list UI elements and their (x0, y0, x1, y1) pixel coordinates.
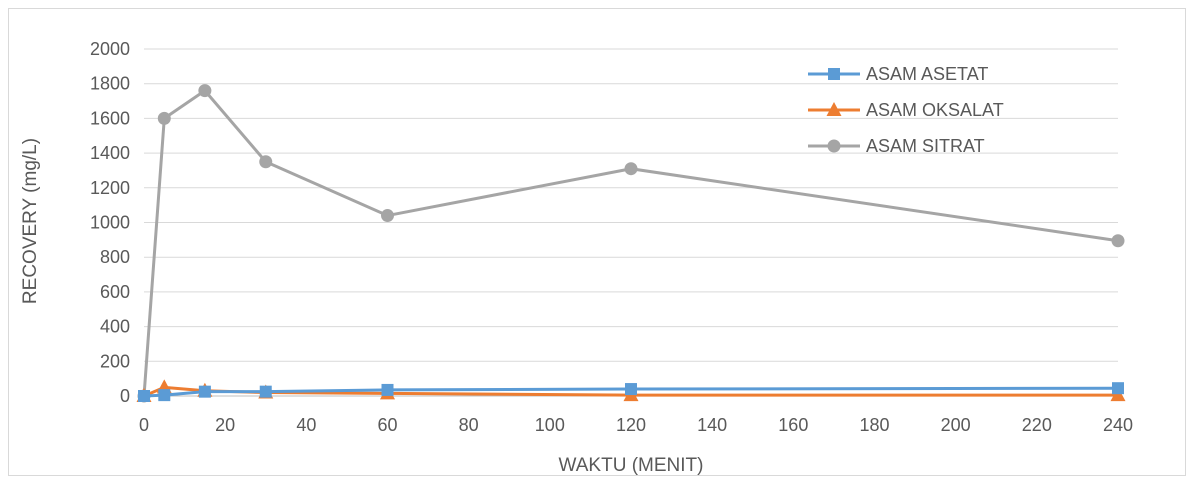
data-point-asam-asetat (198, 385, 211, 398)
data-point-asam-asetat (381, 383, 394, 396)
x-tick-label: 160 (778, 415, 808, 435)
y-tick-label: 1000 (90, 213, 130, 233)
legend-label-asam-sitrat: ASAM SITRAT (866, 136, 985, 156)
data-point-asam-asetat (138, 390, 150, 402)
data-point-asam-sitrat (1111, 234, 1125, 248)
data-point-asam-sitrat (198, 84, 212, 98)
y-tick-label: 1800 (90, 74, 130, 94)
x-tick-label: 200 (941, 415, 971, 435)
x-tick-label: 180 (859, 415, 889, 435)
data-point-asam-sitrat (624, 162, 638, 176)
x-tick-label: 20 (215, 415, 235, 435)
legend: ASAM ASETAT ASAM OKSALAT ASAM SITRAT (808, 64, 1004, 156)
legend-marker-asam-sitrat (827, 139, 841, 153)
series-layer (136, 84, 1126, 403)
tick-labels: 0 200 400 600 800 1000 1200 1400 1600 1800 2000 0 20… (90, 39, 1133, 435)
y-axis-title: RECOVERY (mg/L) (20, 138, 41, 304)
y-tick-label: 1200 (90, 178, 130, 198)
y-tick-label: 1600 (90, 108, 130, 128)
data-point-asam-asetat (625, 383, 637, 396)
legend-marker-asam-asetat (828, 68, 840, 80)
legend-label-asam-oksalat: ASAM OKSALAT (866, 100, 1004, 120)
x-tick-label: 240 (1103, 415, 1133, 435)
legend-marker-asam-oksalat (826, 102, 842, 116)
data-point-asam-asetat (259, 385, 272, 398)
data-point-asam-asetat (158, 389, 171, 402)
x-axis-title: WAKTU (MENIT) (559, 455, 704, 476)
series-asam-asetat (138, 382, 1124, 402)
legend-item-asam-oksalat: ASAM OKSALAT (808, 100, 1004, 120)
x-tick-label: 140 (697, 415, 727, 435)
legend-item-asam-sitrat: ASAM SITRAT (808, 136, 985, 156)
series-asam-sitrat (137, 84, 1125, 403)
y-tick-label: 1400 (90, 143, 130, 163)
legend-label-asam-asetat: ASAM ASETAT (866, 64, 988, 84)
y-tick-label: 0 (120, 386, 130, 406)
legend-item-asam-asetat: ASAM ASETAT (808, 64, 988, 84)
data-point-asam-asetat (1112, 382, 1124, 395)
y-tick-label: 600 (100, 282, 130, 302)
x-tick-label: 0 (139, 415, 149, 435)
y-tick-label: 2000 (90, 39, 130, 59)
x-tick-label: 80 (459, 415, 479, 435)
x-tick-label: 60 (377, 415, 397, 435)
y-tick-label: 400 (100, 317, 130, 337)
x-tick-label: 40 (296, 415, 316, 435)
y-tick-label: 200 (100, 351, 130, 371)
x-tick-label: 220 (1022, 415, 1052, 435)
data-point-asam-sitrat (259, 155, 273, 169)
data-point-asam-sitrat (381, 209, 394, 223)
data-point-asam-sitrat (157, 111, 171, 125)
y-tick-label: 800 (100, 247, 130, 267)
x-tick-label: 120 (616, 415, 646, 435)
x-tick-label: 100 (535, 415, 565, 435)
